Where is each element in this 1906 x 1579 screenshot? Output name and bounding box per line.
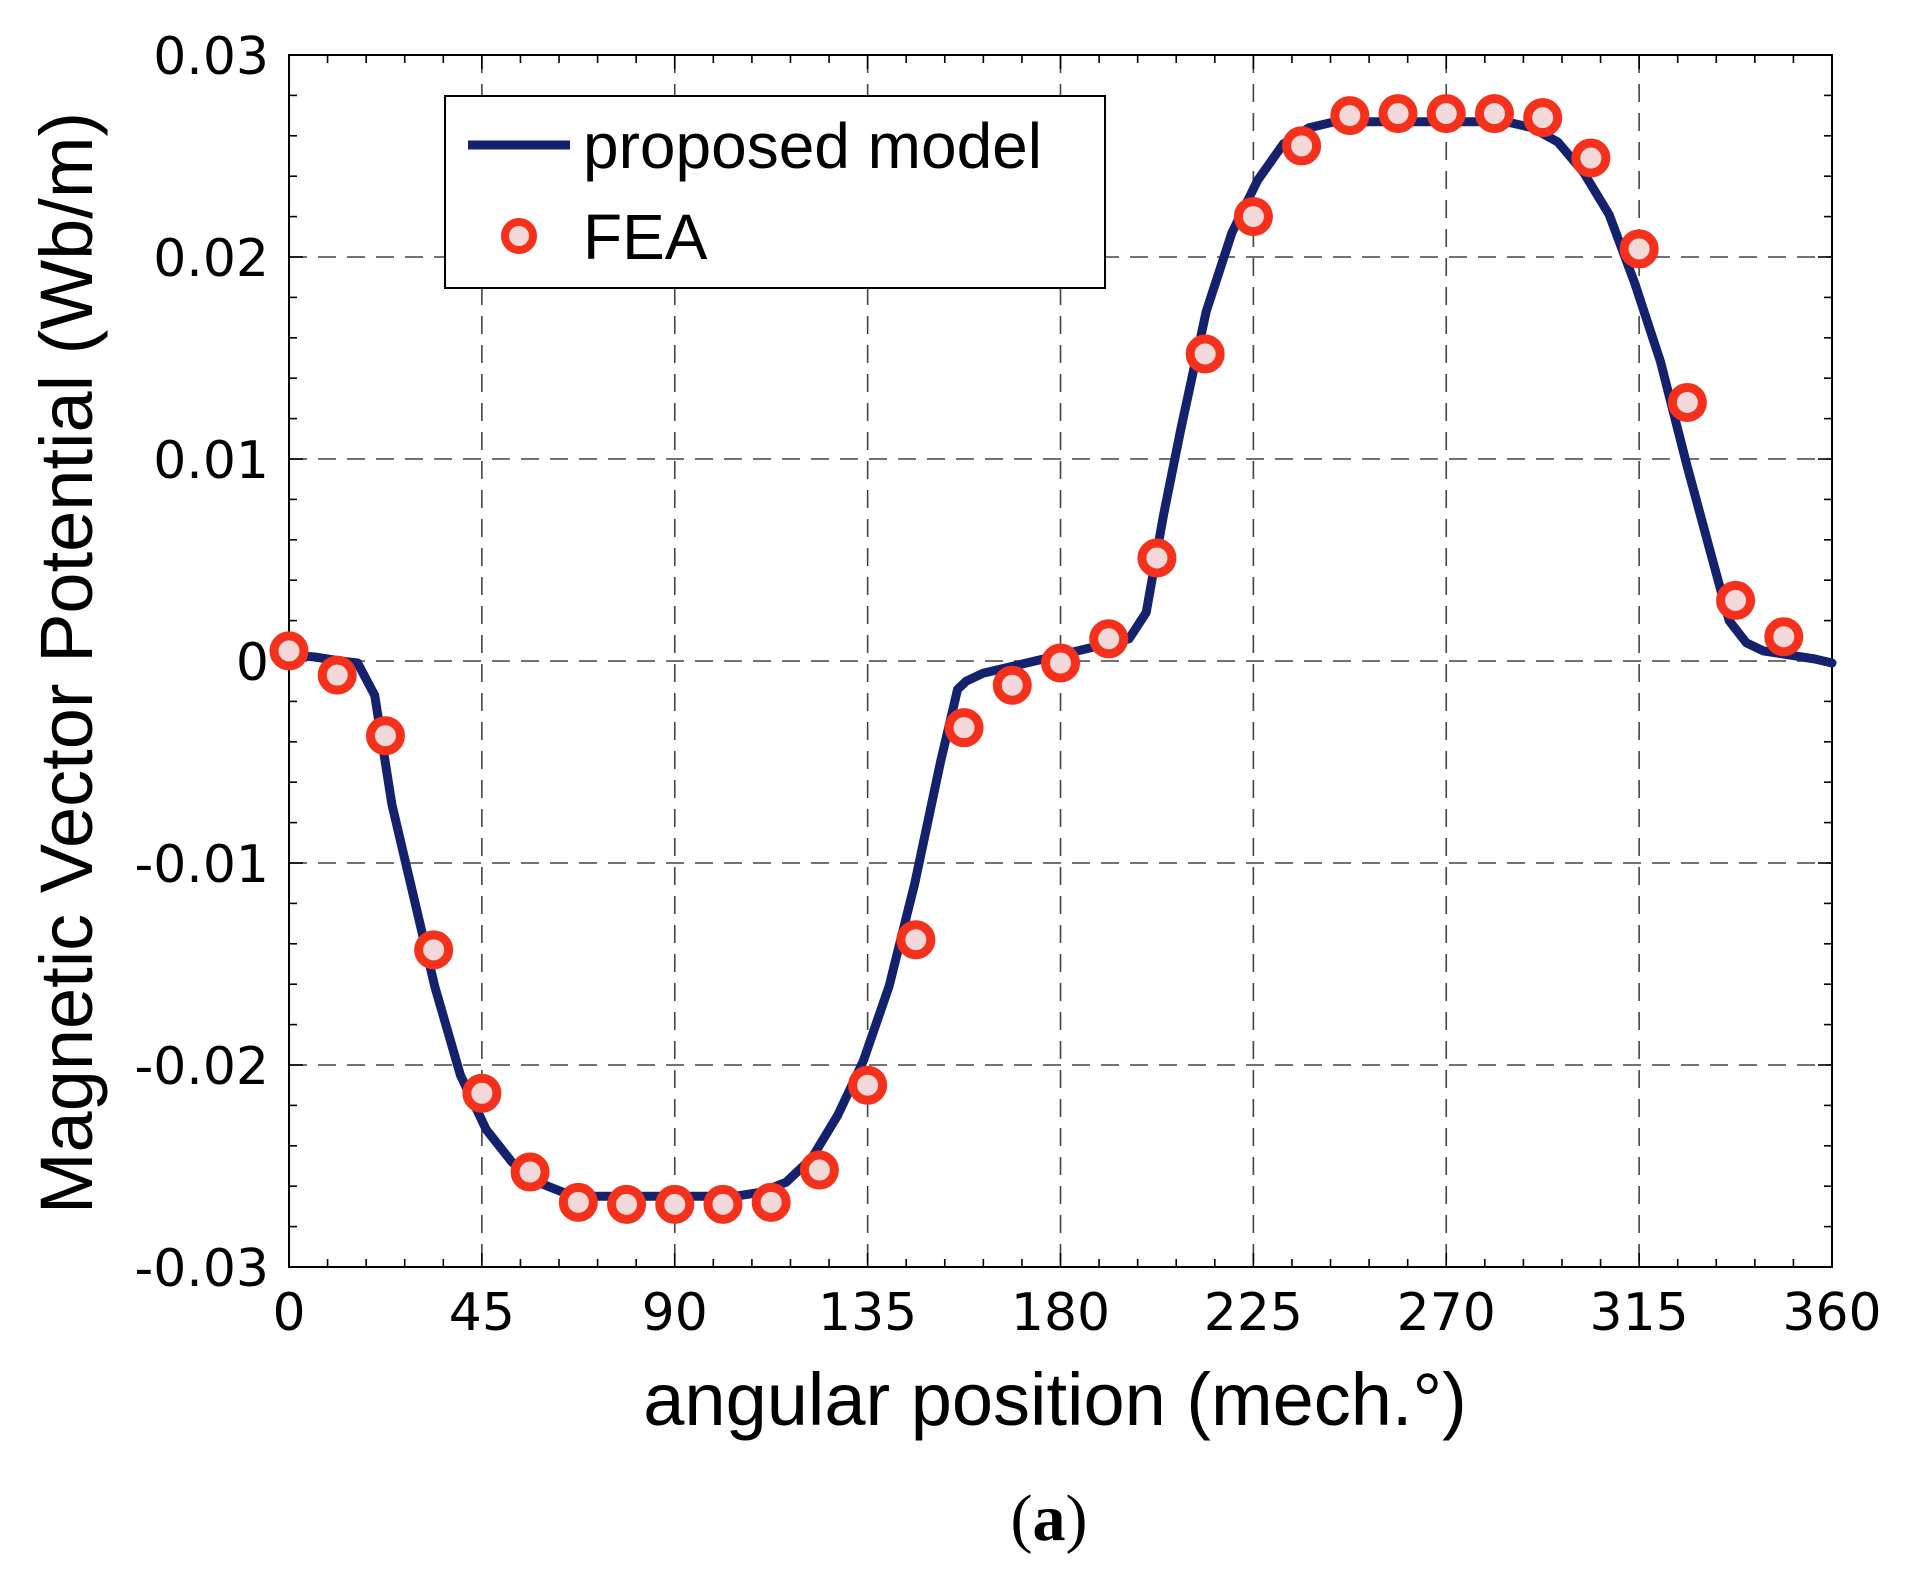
fea-point xyxy=(1716,580,1756,620)
fea-point xyxy=(1523,98,1563,138)
fea-point xyxy=(1667,382,1707,422)
caption-letter: a xyxy=(1033,1482,1066,1555)
x-tick-label: 0 xyxy=(272,1283,305,1343)
fea-point xyxy=(365,716,405,756)
fea-point xyxy=(1426,94,1466,134)
legend-marker-sample xyxy=(501,218,537,254)
caption-open-paren: ( xyxy=(1011,1482,1033,1555)
fea-point xyxy=(414,930,454,970)
x-tick-label: 315 xyxy=(1589,1283,1688,1343)
fea-point xyxy=(1282,126,1322,166)
y-axis-label: Magnetic Vector Potential (Wb/m) xyxy=(25,112,108,1214)
legend: proposed model FEA xyxy=(444,95,1106,289)
fea-point xyxy=(1185,334,1225,374)
fea-point xyxy=(896,920,936,960)
y-tick-label: -0.03 xyxy=(134,1239,269,1299)
fea-point xyxy=(269,631,309,671)
fea-point xyxy=(558,1182,598,1222)
y-tick-label: 0.01 xyxy=(153,431,269,491)
fea-point xyxy=(1041,643,1080,683)
y-tick-label: -0.01 xyxy=(134,835,269,895)
fea-point xyxy=(462,1073,502,1113)
fea-point xyxy=(655,1184,695,1224)
y-tick-label: -0.02 xyxy=(134,1037,269,1097)
legend-label-fea: FEA xyxy=(583,201,708,273)
x-tick-label: 135 xyxy=(818,1283,917,1343)
y-tick-label: 0 xyxy=(236,633,269,693)
x-tick-label: 225 xyxy=(1204,1283,1303,1343)
x-tick-label: 180 xyxy=(1011,1283,1110,1343)
fea-point xyxy=(799,1150,839,1190)
caption-close-paren: ) xyxy=(1066,1482,1088,1555)
y-tick-labels: -0.03 -0.02 -0.01 0 0.01 0.02 0.03 xyxy=(134,27,269,1299)
fea-point xyxy=(1378,94,1418,134)
fea-point xyxy=(1571,138,1611,178)
fea-point xyxy=(510,1152,550,1192)
series-group xyxy=(269,94,1837,1224)
legend-label-proposed-model: proposed model xyxy=(583,110,1042,182)
fea-point xyxy=(992,665,1032,705)
fea-point xyxy=(1233,197,1273,237)
fea-point xyxy=(1764,617,1804,657)
fea-point xyxy=(1137,538,1177,578)
x-tick-labels: 0 45 90 135 180 225 270 315 360 xyxy=(272,1283,1881,1343)
x-axis-label: angular position (mech.°) xyxy=(643,1358,1466,1441)
fea-point xyxy=(751,1182,791,1222)
fea-point xyxy=(607,1184,647,1224)
legend-box xyxy=(444,95,1106,289)
x-tick-label: 90 xyxy=(642,1283,708,1343)
y-tick-label: 0.03 xyxy=(153,27,269,87)
fea-point xyxy=(1474,94,1514,134)
x-tick-label: 270 xyxy=(1397,1283,1496,1343)
fea-point xyxy=(848,1065,888,1105)
fea-point xyxy=(317,655,357,695)
fea-point xyxy=(1619,229,1659,269)
fea-point xyxy=(1089,619,1129,659)
fea-point xyxy=(944,708,984,748)
figure-caption: (a) xyxy=(1011,1482,1088,1555)
x-tick-label: 45 xyxy=(449,1283,515,1343)
y-tick-label: 0.02 xyxy=(153,229,269,289)
x-tick-label: 360 xyxy=(1782,1283,1881,1343)
fea-point xyxy=(703,1184,743,1224)
fea-point xyxy=(1330,96,1370,136)
